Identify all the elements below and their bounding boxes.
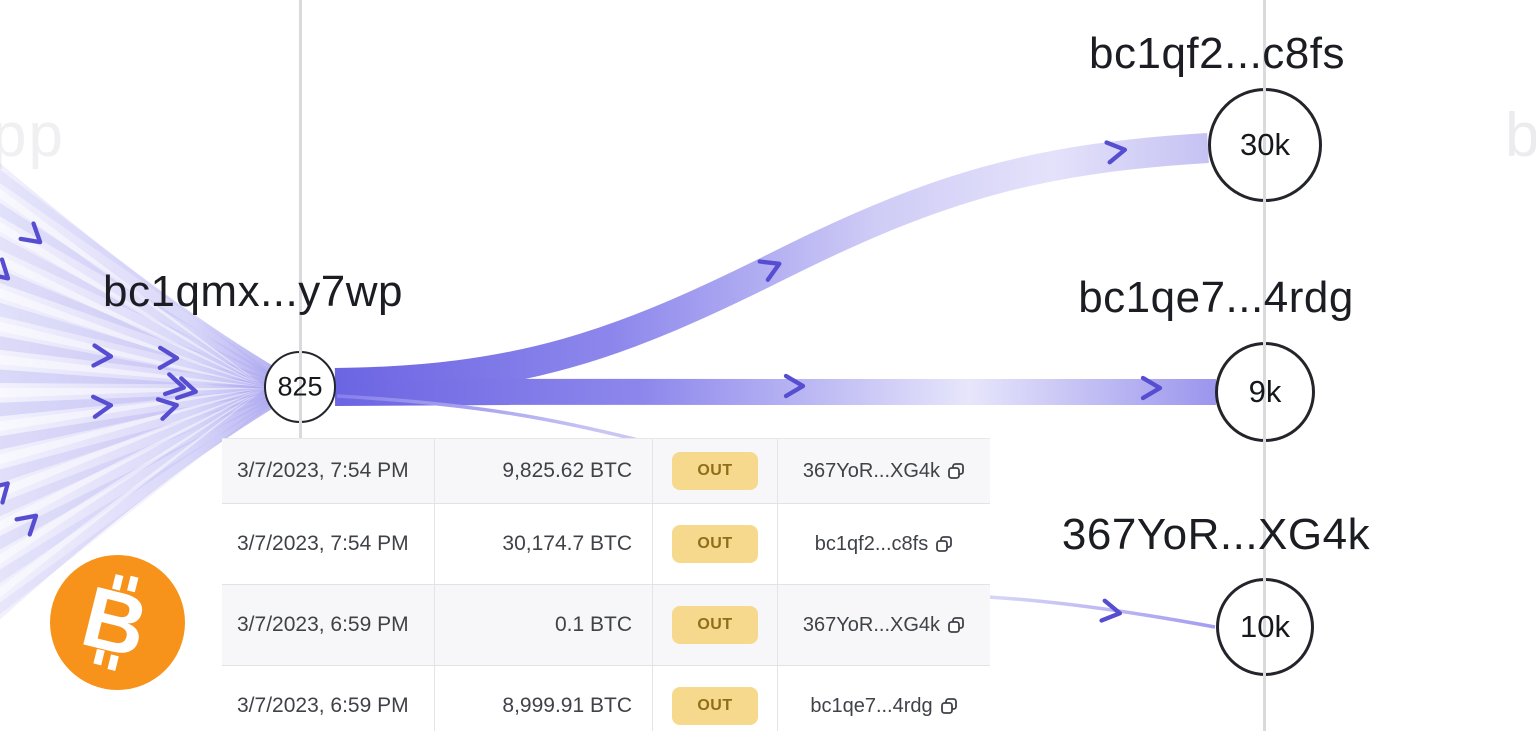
column-guide-line-left	[299, 0, 302, 438]
direction-badge: OUT	[672, 452, 758, 490]
tx-address: 367YoR...XG4k	[802, 613, 941, 636]
node-value-dest-30k: 30k	[1240, 127, 1290, 162]
tx-time: 3/7/2023, 6:59 PM	[222, 666, 435, 731]
node-label-dest-9k: bc1qe7...4rdg	[1078, 273, 1354, 322]
node-value-dest-9k: 9k	[1248, 374, 1282, 409]
copy-icon[interactable]	[947, 616, 965, 634]
tx-time: 3/7/2023, 7:54 PM	[222, 439, 435, 503]
direction-badge: OUT	[672, 687, 758, 725]
column-guide-line-right	[1263, 0, 1266, 731]
tx-time: 3/7/2023, 7:54 PM	[222, 504, 435, 584]
table-row[interactable]: 3/7/2023, 6:59 PM 0.1 BTC OUT 367YoR...X…	[222, 585, 990, 666]
tx-amount: 8,999.91 BTC	[435, 666, 653, 731]
edge-to-bc1qe7[interactable]	[334, 378, 1217, 406]
watermark-text-right: b	[1505, 101, 1536, 170]
tx-address: bc1qf2...c8fs	[814, 532, 929, 555]
table-row[interactable]: 3/7/2023, 6:59 PM 8,999.91 BTC OUT bc1qe…	[222, 666, 990, 731]
node-label-dest-30k: bc1qf2...c8fs	[1089, 29, 1345, 78]
tx-amount: 0.1 BTC	[435, 585, 653, 665]
tx-address: 367YoR...XG4k	[802, 459, 941, 482]
tx-time: 3/7/2023, 6:59 PM	[222, 585, 435, 665]
node-label-source: bc1qmx...y7wp	[103, 267, 403, 316]
direction-badge: OUT	[672, 525, 758, 563]
direction-badge: OUT	[672, 606, 758, 644]
table-row[interactable]: 3/7/2023, 7:54 PM 9,825.62 BTC OUT 367Yo…	[222, 439, 990, 504]
tx-amount: 30,174.7 BTC	[435, 504, 653, 584]
bitcoin-logo-icon: B	[49, 554, 186, 691]
table-row[interactable]: 3/7/2023, 7:54 PM 30,174.7 BTC OUT bc1qf…	[222, 504, 990, 585]
watermark-text-left: pp	[0, 101, 65, 170]
node-value-dest-10k: 10k	[1240, 609, 1290, 644]
tx-amount: 9,825.62 BTC	[435, 439, 653, 503]
node-label-dest-10k: 367YoR...XG4k	[1061, 510, 1371, 559]
node-value-source: 825	[277, 371, 323, 402]
edge-to-bc1qf2[interactable]	[334, 133, 1209, 398]
copy-icon[interactable]	[940, 697, 958, 715]
incoming-funnel	[0, 163, 290, 620]
tx-address: bc1qe7...4rdg	[810, 694, 933, 717]
copy-icon[interactable]	[935, 535, 953, 553]
copy-icon[interactable]	[947, 462, 965, 480]
transactions-table: 3/7/2023, 7:54 PM 9,825.62 BTC OUT 367Yo…	[222, 438, 990, 731]
